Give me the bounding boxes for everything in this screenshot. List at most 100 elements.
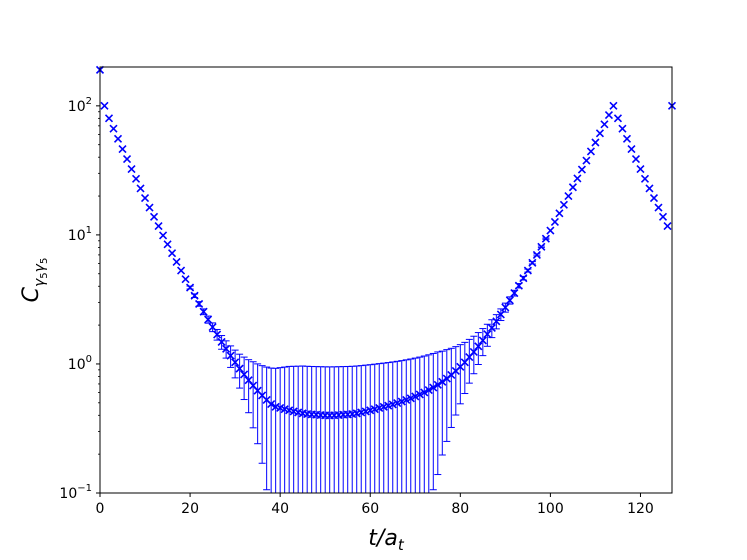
error-bar	[267, 367, 275, 493]
y-tick-label: 101	[68, 225, 92, 244]
data-point	[586, 147, 595, 156]
data-point	[415, 390, 424, 399]
error-bar	[231, 349, 239, 379]
error-bar	[407, 358, 415, 493]
x-tick-label: 40	[271, 501, 289, 517]
error-bar	[353, 365, 361, 493]
data-point	[402, 395, 411, 405]
error-bar	[339, 366, 347, 493]
error-bar	[294, 365, 302, 493]
error-bar	[393, 360, 401, 493]
data-point	[559, 200, 568, 209]
error-bar	[474, 332, 482, 366]
error-bar	[425, 354, 433, 493]
data-point	[154, 222, 163, 231]
error-bar	[429, 352, 437, 491]
error-bar	[299, 365, 307, 493]
data-point	[523, 266, 532, 275]
error-bar	[326, 366, 334, 493]
error-bar	[438, 350, 446, 456]
data-point	[649, 193, 659, 203]
error-bar	[443, 349, 451, 442]
data-point	[118, 144, 127, 154]
data-point	[433, 380, 442, 389]
data-point	[622, 134, 632, 143]
error-bar	[348, 365, 356, 493]
data-point	[546, 226, 555, 235]
data-point	[240, 370, 249, 379]
data-point	[582, 156, 591, 165]
errorbars	[186, 237, 550, 493]
data-point	[438, 377, 447, 386]
data-point	[158, 231, 168, 240]
data-point	[600, 120, 609, 129]
data-point	[541, 234, 550, 243]
data-point	[514, 281, 523, 290]
x-tick-label: 100	[537, 501, 564, 517]
error-bar	[362, 364, 370, 493]
plot-frame	[99, 66, 673, 494]
x-tick-label: 60	[361, 501, 379, 517]
data-point	[172, 257, 181, 267]
data-point	[568, 183, 577, 192]
data-point	[235, 364, 244, 373]
data-point	[222, 344, 231, 353]
error-bar	[344, 365, 352, 493]
data-point	[208, 323, 217, 332]
data-point	[613, 114, 623, 123]
data-point	[217, 337, 226, 347]
data-point	[186, 283, 195, 292]
data-point	[550, 217, 559, 227]
data-point	[591, 138, 600, 147]
error-bar	[357, 365, 365, 493]
data-point	[496, 310, 505, 319]
error-bar	[452, 346, 460, 416]
error-bar	[330, 366, 338, 493]
data-markers	[95, 65, 677, 420]
data-point	[411, 392, 420, 401]
error-bar	[281, 366, 289, 493]
data-point	[109, 124, 118, 133]
data-point	[131, 174, 141, 183]
error-bar	[470, 335, 478, 375]
x-tick-label: 0	[96, 501, 105, 517]
data-point	[140, 193, 150, 203]
error-bar	[375, 363, 383, 493]
y-tick-label: 100	[68, 354, 92, 373]
data-point	[226, 351, 235, 360]
error-bar	[420, 355, 428, 493]
data-point	[199, 307, 208, 316]
data-point	[595, 129, 605, 138]
data-point	[501, 303, 510, 312]
x-tick-label: 120	[627, 501, 654, 517]
data-point	[636, 164, 645, 174]
data-point	[424, 386, 433, 395]
data-point	[604, 111, 614, 120]
data-point	[663, 222, 672, 231]
data-point	[113, 134, 123, 143]
x-tick-label: 20	[181, 501, 199, 517]
data-point	[190, 291, 199, 300]
data-point	[519, 274, 528, 283]
data-point	[483, 330, 492, 339]
data-point	[213, 330, 222, 339]
data-point	[609, 101, 618, 110]
error-bar	[254, 363, 262, 445]
error-bar	[402, 359, 410, 493]
error-bar	[411, 357, 419, 493]
data-point	[167, 249, 177, 258]
data-point	[618, 124, 627, 133]
data-point	[631, 154, 641, 164]
data-point	[555, 209, 564, 218]
error-bar	[276, 367, 284, 493]
error-bar	[308, 365, 316, 493]
data-point	[510, 289, 519, 298]
data-point	[104, 114, 114, 123]
data-point	[505, 296, 514, 305]
error-bar	[258, 365, 266, 464]
x-axis-label: t/at	[368, 526, 405, 554]
data-point	[564, 191, 573, 201]
error-bar	[303, 365, 311, 493]
data-point	[195, 299, 204, 308]
error-bar	[290, 365, 298, 493]
